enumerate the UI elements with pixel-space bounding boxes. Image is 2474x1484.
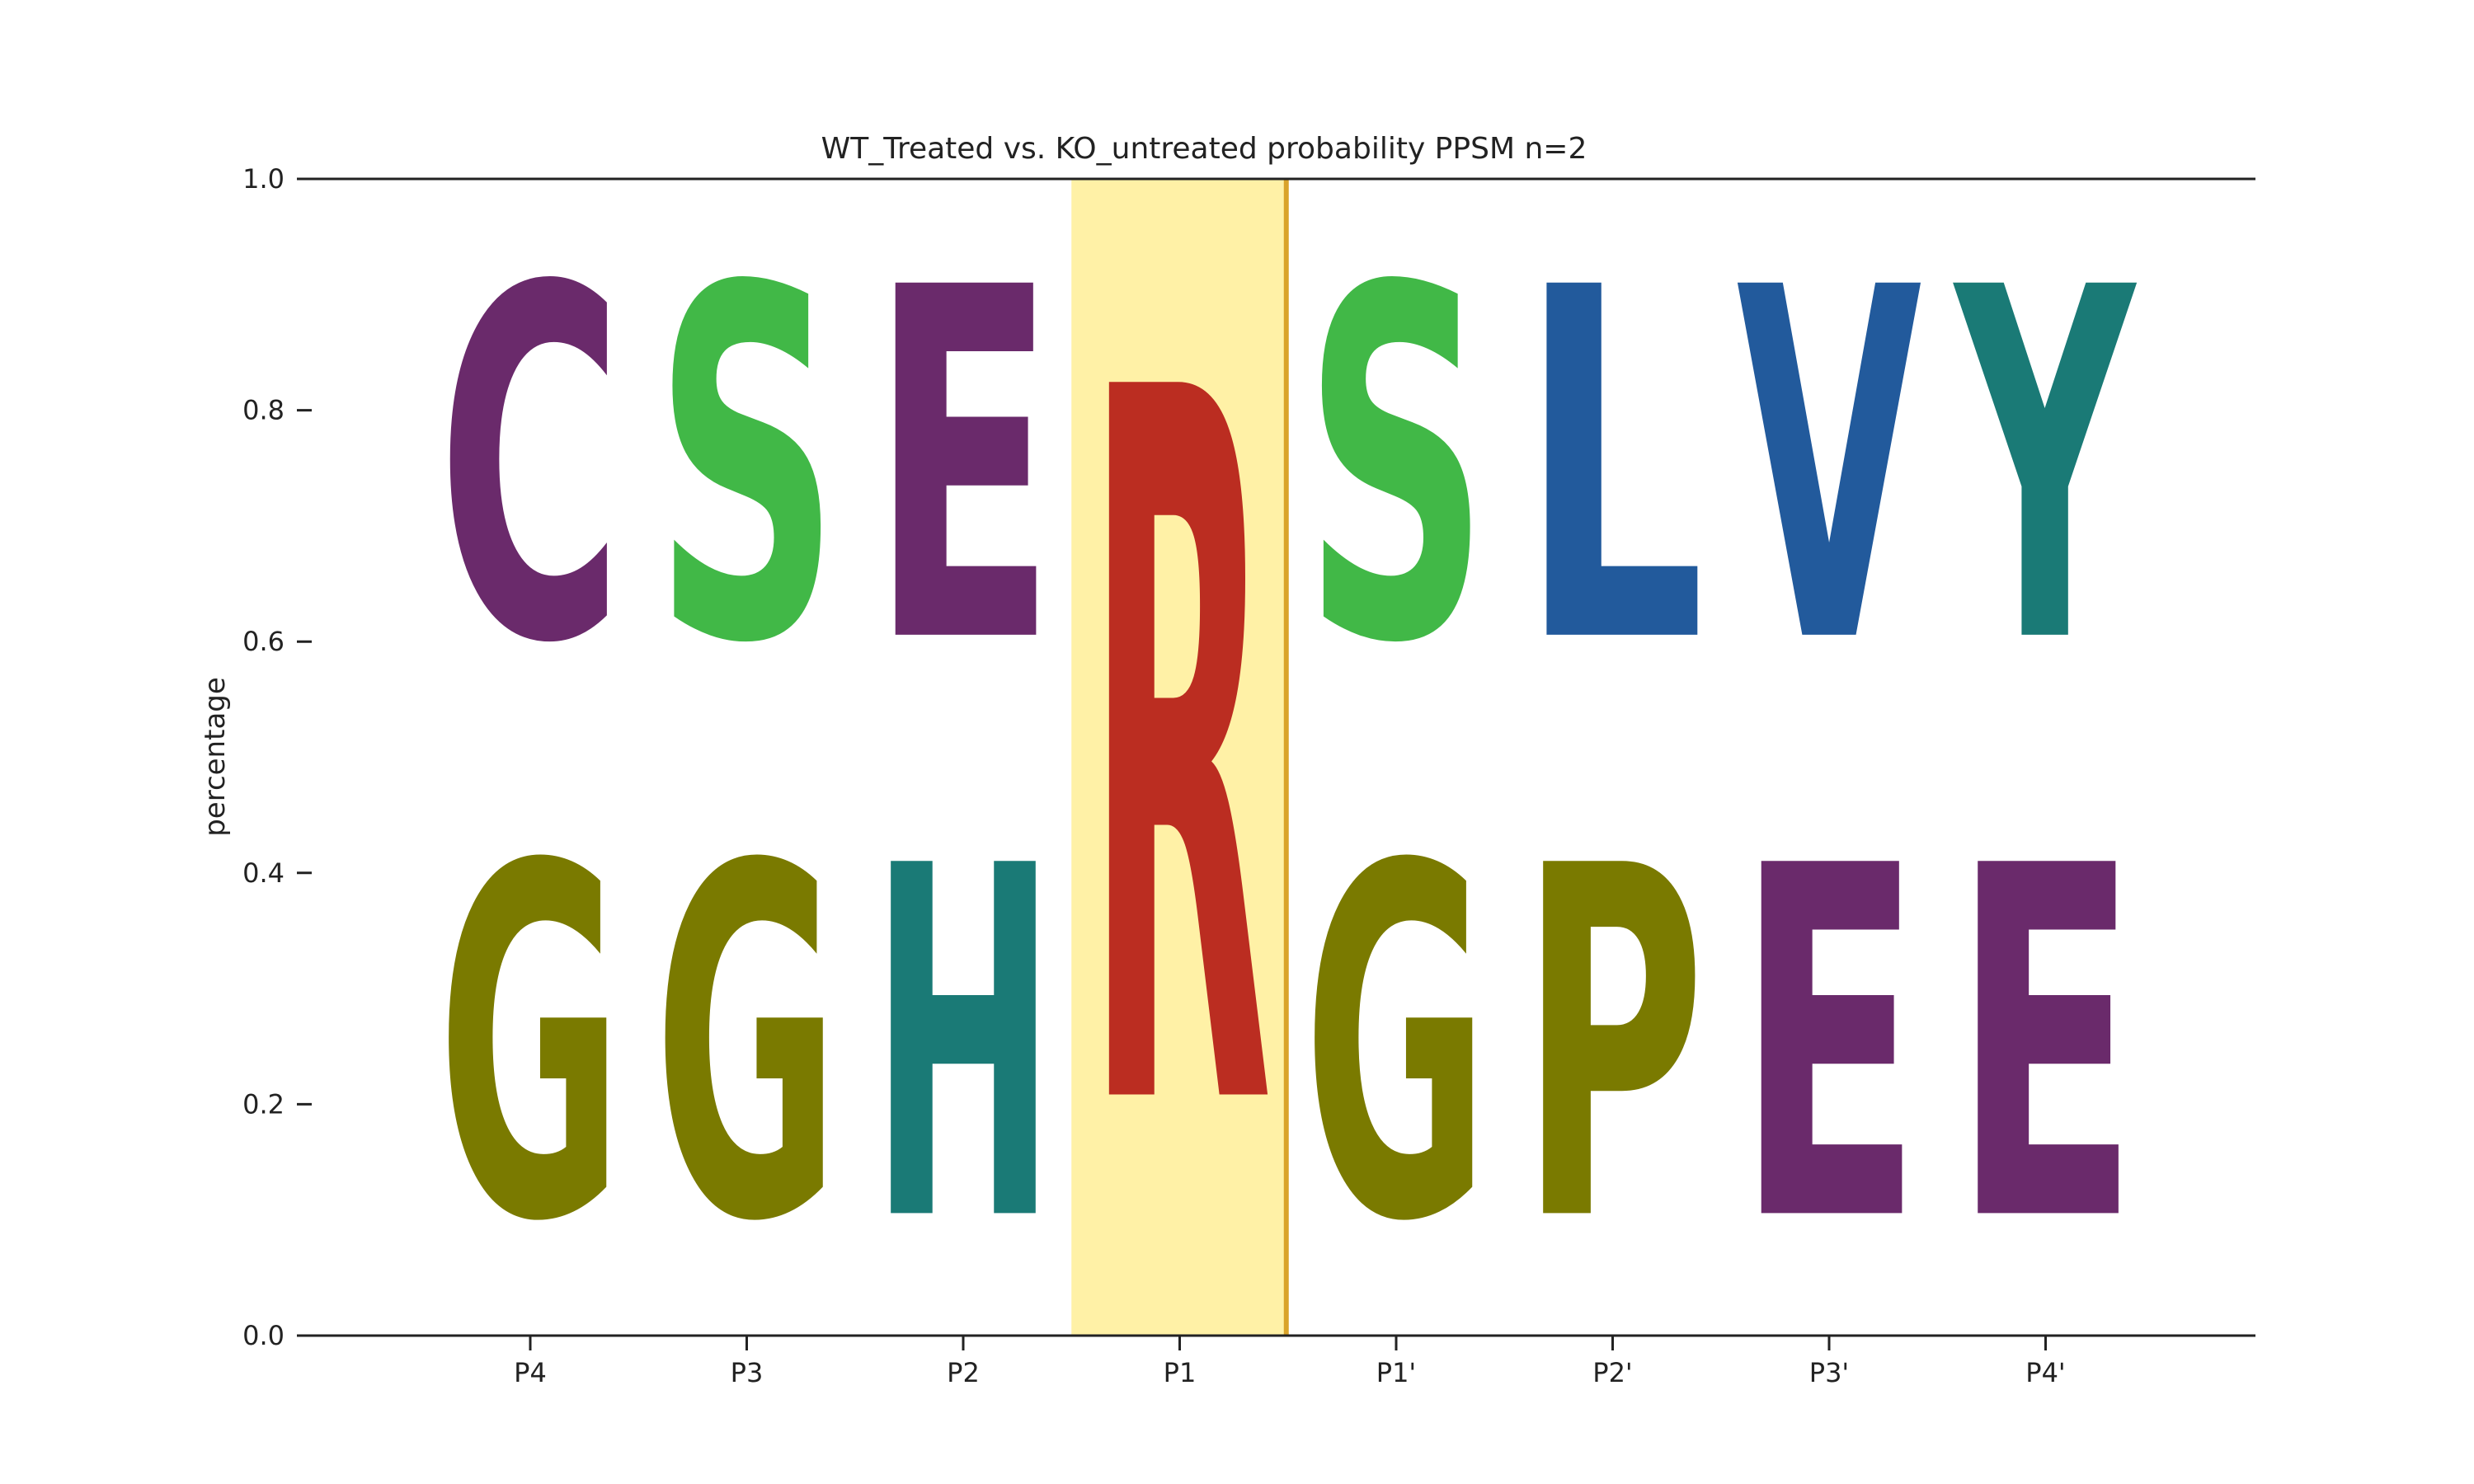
y-tick-label: 1.0 xyxy=(242,163,285,195)
logo-letter-h: H xyxy=(871,766,1056,1327)
y-tick-label: 0.0 xyxy=(242,1320,285,1351)
x-tick-label: P2 xyxy=(947,1357,980,1388)
y-tick-label: 0.2 xyxy=(242,1088,285,1120)
chart-title: WT_Treated vs. KO_untreated probability … xyxy=(821,132,1587,166)
logo-letter-v: V xyxy=(1737,188,1924,750)
logo-letter-e: E xyxy=(1737,766,1922,1328)
x-tick-label: P4 xyxy=(514,1357,547,1388)
x-tick-label: P2' xyxy=(1592,1357,1632,1388)
x-tick-label: P3 xyxy=(731,1357,764,1388)
y-tick-label: 0.6 xyxy=(242,626,285,657)
logo-letter-p: P xyxy=(1520,766,1705,1327)
x-tick-label: P1' xyxy=(1376,1357,1416,1388)
logo-letter-c: C xyxy=(438,187,623,749)
logo-letter-s: S xyxy=(654,186,840,749)
logo-letter-e: E xyxy=(871,187,1056,749)
y-tick-label: 0.4 xyxy=(242,857,285,889)
x-ticks: P4 P3 P2 P1 P1' P2' P3' P4' xyxy=(514,1336,2066,1388)
axes-layer xyxy=(297,177,2255,1337)
y-tick-label: 0.8 xyxy=(242,395,285,426)
logo-letter-s: S xyxy=(1304,186,1489,749)
y-ticks: 0.0 0.2 0.4 0.6 0.8 1.0 xyxy=(242,163,312,1351)
y-axis-label: percentage xyxy=(199,677,232,837)
x-tick-label: P1 xyxy=(1164,1357,1197,1388)
logo-letter-y: Y xyxy=(1951,186,2137,749)
logo-letter-r: R xyxy=(1087,188,1272,1326)
logo-letter-g: G xyxy=(654,764,840,1327)
highlight-layer xyxy=(1071,179,1289,1336)
logo-letter-l: L xyxy=(1520,187,1705,749)
x-tick-label: P3' xyxy=(1809,1357,1849,1388)
logo-letter-e: E xyxy=(1953,766,2138,1328)
logo-letter-g: G xyxy=(438,764,623,1327)
x-tick-label: P4' xyxy=(2025,1357,2065,1388)
logo-letter-g: G xyxy=(1304,764,1489,1327)
highlight-band xyxy=(1071,179,1288,1336)
